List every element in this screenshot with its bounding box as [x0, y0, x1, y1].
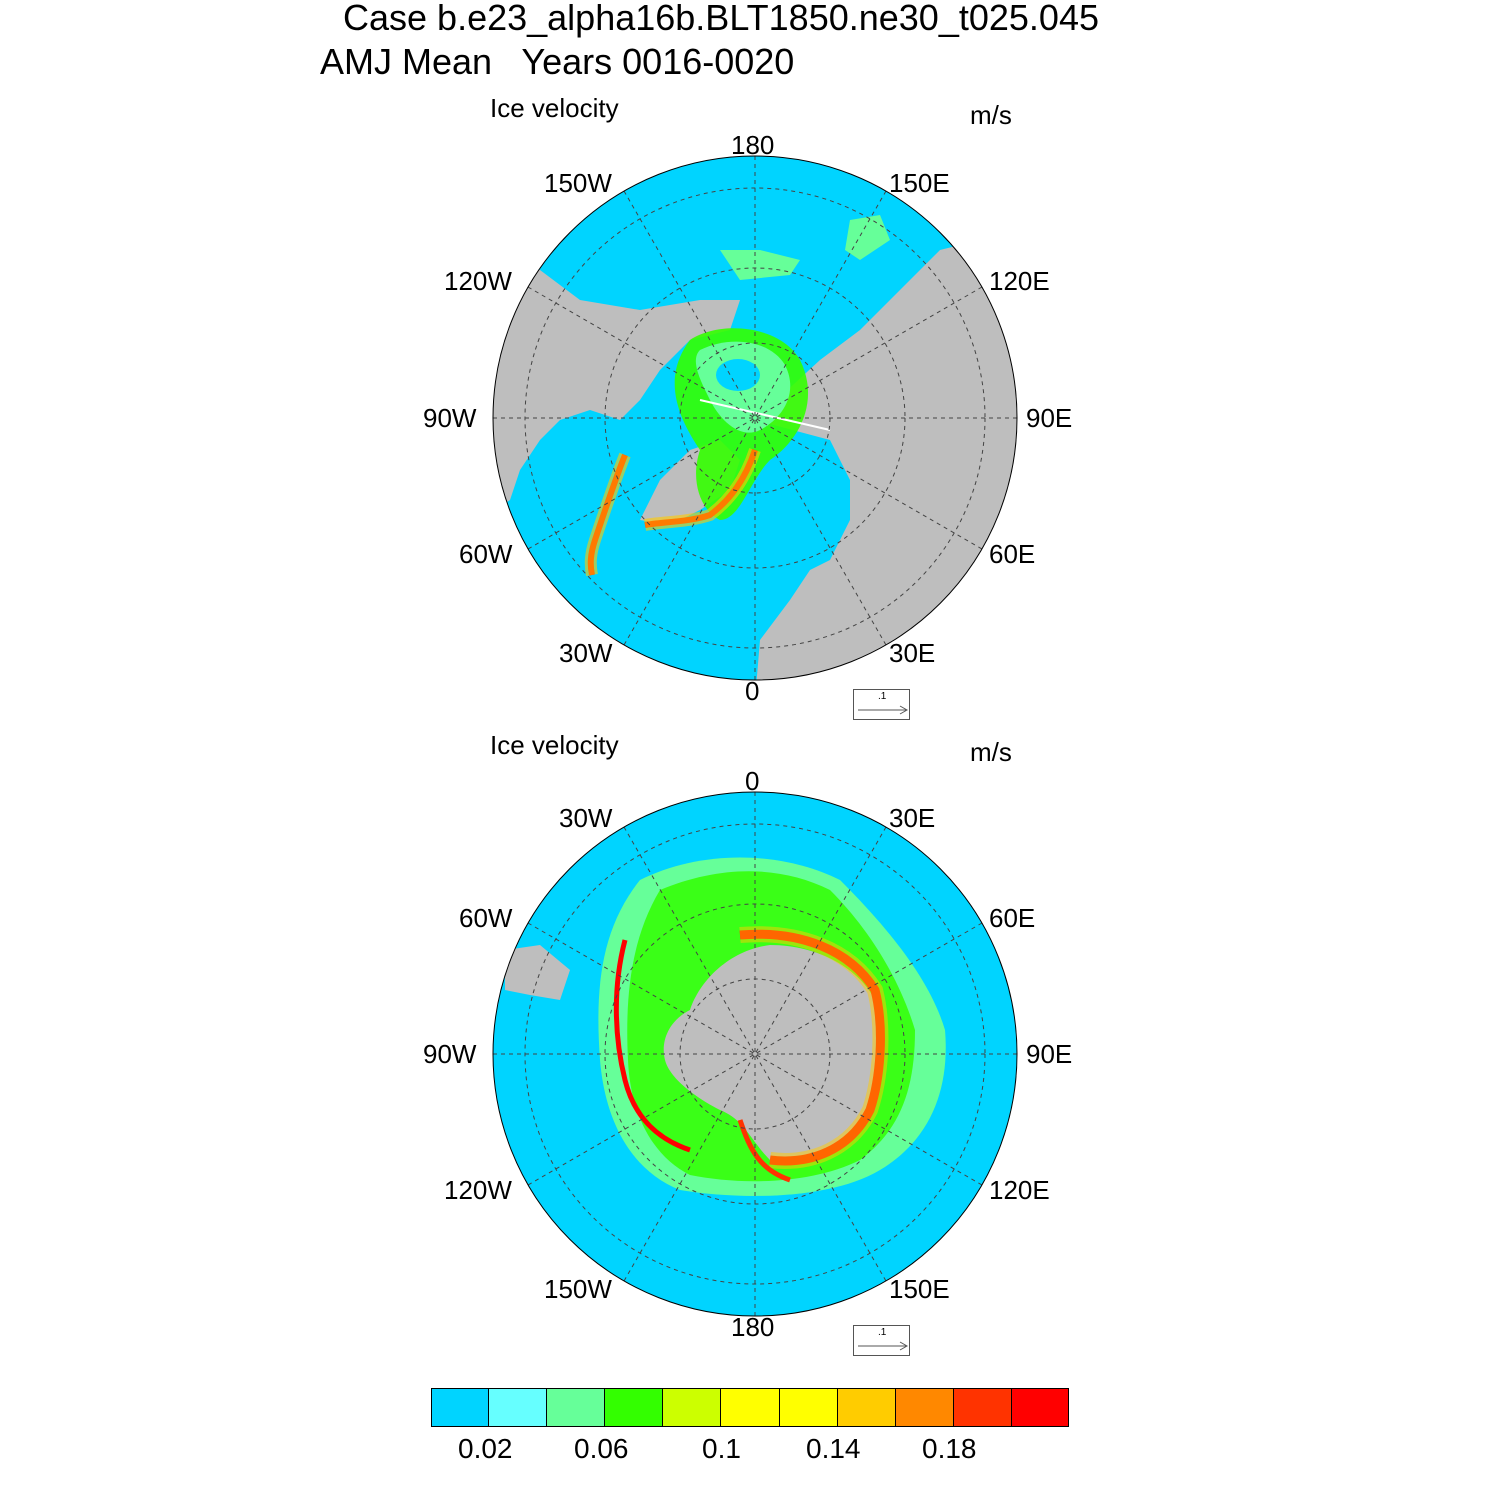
colorbar-tick-0: 0.02 — [458, 1433, 513, 1464]
p2-lon-60w: 60W — [459, 903, 513, 933]
colorbar-swatch-6 — [779, 1388, 838, 1427]
p1-lon-150w: 150W — [544, 168, 612, 198]
colorbar-tick-4: 0.18 — [922, 1433, 977, 1464]
antarctic-coastal-current — [739, 929, 885, 1166]
colorbar-swatch-2 — [547, 1388, 606, 1427]
p1-lon-0: 0 — [745, 676, 760, 706]
south-america-land — [505, 945, 570, 1000]
reference-arrow-icon — [858, 1341, 909, 1351]
colorbar-swatch-7 — [837, 1388, 896, 1427]
p2-reference-vector-label: .1 — [878, 1327, 887, 1338]
colorbar-tick-3: 0.14 — [806, 1433, 861, 1464]
colorbar-tick-2: 0.1 — [702, 1433, 741, 1464]
p1-lon-180: 180 — [731, 130, 775, 160]
greenland-land — [640, 440, 740, 525]
colorbar-tick-1: 0.06 — [574, 1433, 629, 1464]
labrador-current — [587, 453, 628, 576]
eurasia-land — [755, 240, 1017, 680]
panel1-units: m/s — [970, 100, 1012, 130]
p2-lon-120e: 120E — [989, 1175, 1050, 1205]
colorbar — [431, 1388, 1070, 1427]
p2-lon-180: 180 — [731, 1312, 775, 1342]
p1-reference-vector-label: .1 — [878, 691, 887, 702]
p1-lon-90e: 90E — [1026, 403, 1073, 433]
p2-lon-60e: 60E — [989, 903, 1036, 933]
p2-lon-30w: 30W — [559, 803, 613, 833]
weddell-current — [613, 939, 691, 1153]
colorbar-swatch-4 — [663, 1388, 722, 1427]
colorbar-swatch-9 — [953, 1388, 1012, 1427]
colorbar-swatch-1 — [489, 1388, 548, 1427]
p2-lon-30e: 30E — [889, 803, 936, 833]
p2-lon-0: 0 — [745, 766, 760, 796]
panel1-title: Ice velocity — [490, 93, 619, 123]
colorbar-swatch-8 — [895, 1388, 954, 1427]
colorbar-swatch-0 — [431, 1388, 490, 1427]
colorbar-swatch-3 — [605, 1388, 664, 1427]
colorbar-swatch-5 — [721, 1388, 780, 1427]
east-greenland-current — [644, 449, 758, 528]
arctic-ice-field — [674, 328, 809, 520]
p2-lon-120w: 120W — [444, 1175, 512, 1205]
colorbar-swatch-10 — [1011, 1388, 1070, 1427]
north-america-land — [493, 260, 740, 520]
antarctica-land — [663, 945, 879, 1161]
p1-lon-90w: 90W — [423, 403, 477, 433]
p2-lon-90e: 90E — [1026, 1039, 1073, 1069]
panel2-title: Ice velocity — [490, 730, 619, 760]
p1-lon-60w: 60W — [459, 539, 513, 569]
reference-arrow-icon — [858, 705, 909, 715]
p1-reference-vector: .1 — [853, 689, 910, 720]
p1-lon-150e: 150E — [889, 168, 950, 198]
figure-title-line2: AMJ Mean Years 0016-0020 — [320, 41, 795, 82]
southern-ocean — [493, 792, 1017, 1316]
p2-reference-vector: .1 — [853, 1325, 910, 1356]
p1-lon-120w: 120W — [444, 266, 512, 296]
p2-lon-150w: 150W — [544, 1274, 612, 1304]
panel2-units: m/s — [970, 737, 1012, 767]
figure-title-line1: Case b.e23_alpha16b.BLT1850.ne30_t025.04… — [343, 0, 1099, 38]
p1-lon-120e: 120E — [989, 266, 1050, 296]
p2-lon-150e: 150E — [889, 1274, 950, 1304]
p1-lon-60e: 60E — [989, 539, 1036, 569]
p1-lon-30e: 30E — [889, 638, 936, 668]
p1-lon-30w: 30W — [559, 638, 613, 668]
antarctic-ice-field — [598, 857, 946, 1196]
p2-lon-90w: 90W — [423, 1039, 477, 1069]
arctic-ocean — [493, 156, 1017, 680]
